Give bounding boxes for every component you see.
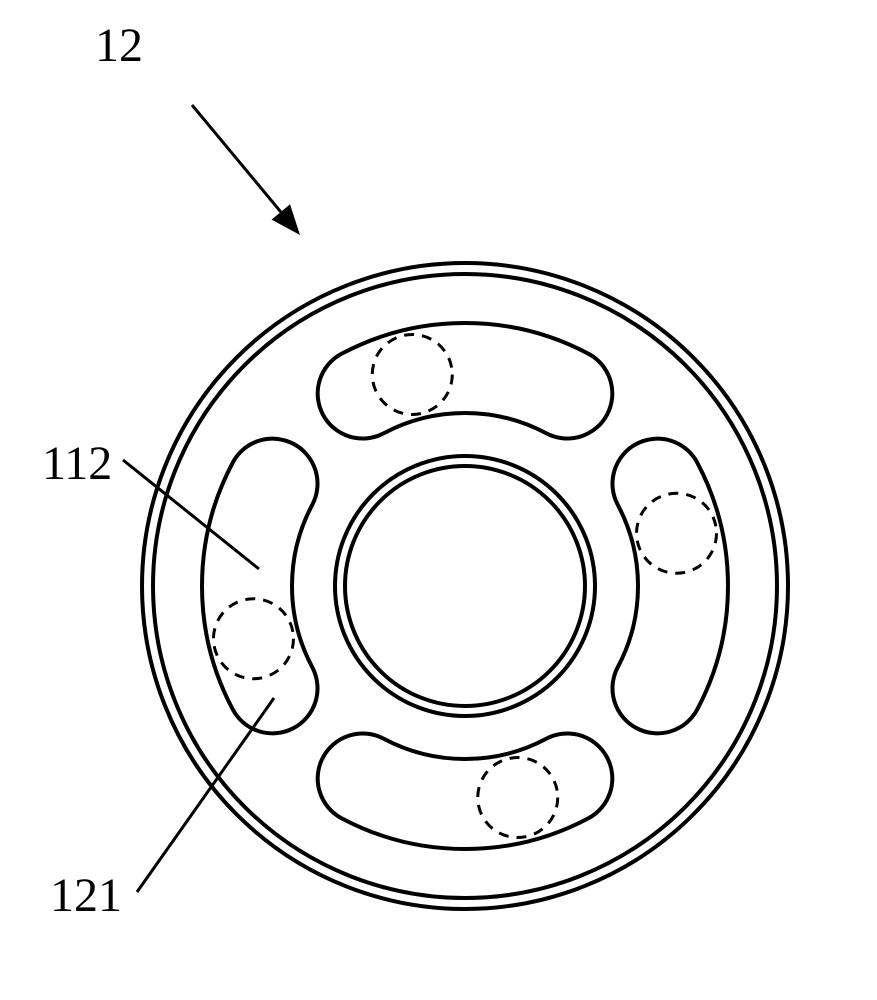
inner-edge — [335, 456, 595, 716]
bolt-circle — [372, 334, 452, 414]
bolt-circle — [637, 493, 717, 573]
outer-edge — [153, 274, 777, 898]
bolt-circle — [213, 599, 293, 679]
leader-slot — [137, 698, 274, 892]
arcuate-slot — [202, 439, 318, 734]
bolt-circle — [478, 758, 558, 838]
diagram-svg — [0, 0, 877, 1000]
arcuate-slot — [318, 734, 613, 849]
arrow-leader — [192, 105, 281, 212]
inner-edge — [345, 466, 585, 706]
arrow-head — [272, 204, 300, 235]
arcuate-slot — [612, 439, 728, 734]
arcuate-slot — [318, 323, 613, 439]
outer-edge — [142, 263, 788, 909]
